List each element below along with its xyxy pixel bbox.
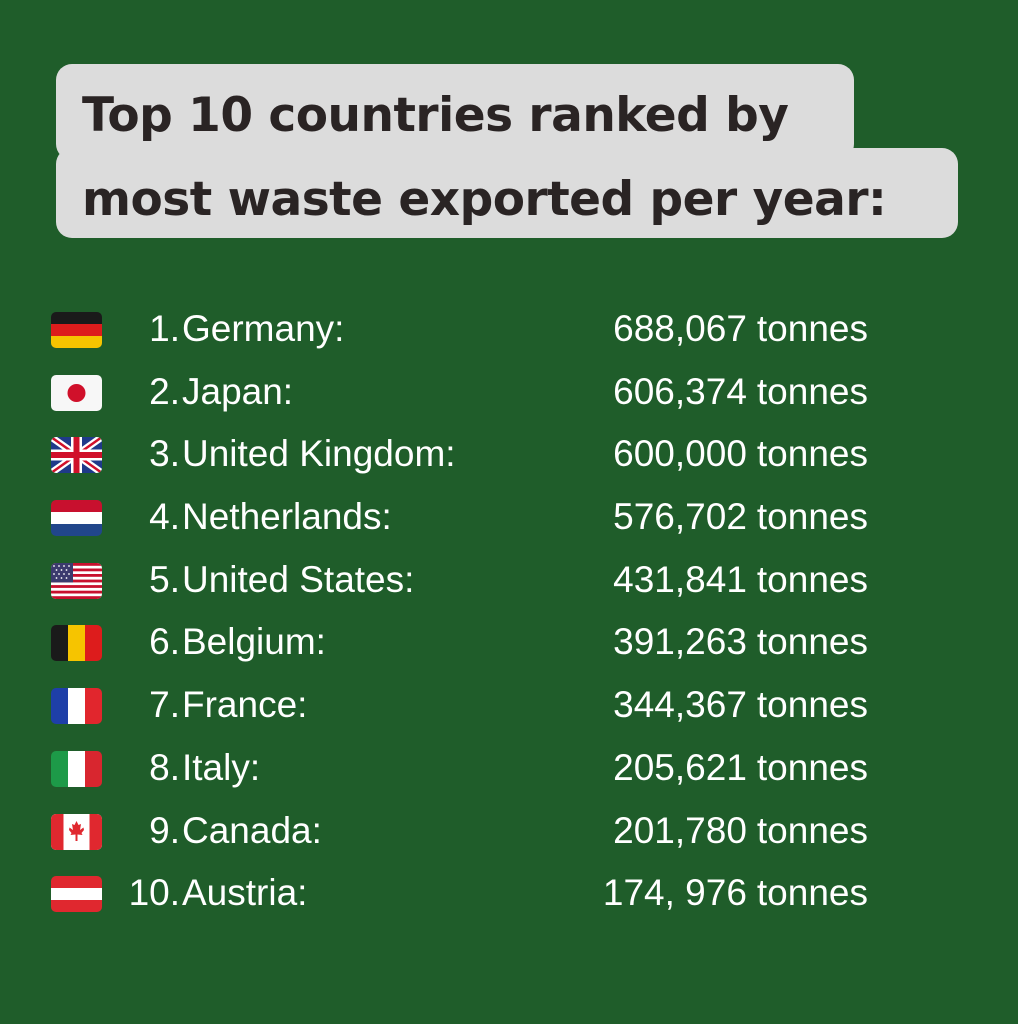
amount-value: 606,374 xyxy=(613,370,747,412)
list-item: 1. Germany: 688,067 tonnes xyxy=(0,298,1018,361)
amount-value: 201,780 xyxy=(613,809,747,851)
amount-unit: tonnes xyxy=(756,872,868,914)
country-name: Austria: xyxy=(182,872,308,914)
amount-value: 576,702 xyxy=(613,496,747,538)
waste-amount: 201,780 tonnes xyxy=(613,808,868,854)
france-flag-icon xyxy=(51,688,102,725)
list-item: 9. Canada: 201,780 tonnes xyxy=(0,800,1018,863)
list-item: 2. Japan: 606,374 tonnes xyxy=(0,361,1018,424)
amount-unit: tonnes xyxy=(756,496,868,538)
canada-flag-icon xyxy=(51,813,102,850)
list-item: 3. United Kingdom: 600,000 tonnes xyxy=(0,423,1018,486)
country-name: United Kingdom: xyxy=(182,433,456,475)
amount-value: 344,367 xyxy=(613,684,747,726)
waste-amount: 600,000 tonnes xyxy=(613,431,868,477)
waste-amount: 205,621 tonnes xyxy=(613,745,868,791)
waste-amount: 606,374 tonnes xyxy=(613,369,868,415)
waste-amount: 174, 976 tonnes xyxy=(603,870,868,916)
country-name: Italy: xyxy=(182,746,261,788)
list-item: 6. Belgium: 391,263 tonnes xyxy=(0,611,1018,674)
japan-flag-icon xyxy=(51,374,102,411)
waste-amount: 688,067 tonnes xyxy=(613,306,868,352)
netherlands-flag-icon xyxy=(51,500,102,537)
rank-number: 4. xyxy=(149,496,180,538)
list-item: 10. Austria: 174, 976 tonnes xyxy=(0,862,1018,925)
title-card: Top 10 countries ranked by most waste ex… xyxy=(56,64,958,238)
amount-unit: tonnes xyxy=(756,308,868,349)
title-line-1: Top 10 countries ranked by xyxy=(82,88,789,143)
country-name: Canada: xyxy=(182,809,322,851)
country-name: France: xyxy=(182,684,308,726)
country-name: Belgium: xyxy=(182,621,326,663)
waste-amount: 431,841 tonnes xyxy=(613,557,868,603)
waste-amount: 391,263 tonnes xyxy=(613,619,868,665)
austria-flag-icon xyxy=(51,876,102,913)
list-item: 8. Italy: 205,621 tonnes xyxy=(0,737,1018,800)
page-title: Top 10 countries ranked by most waste ex… xyxy=(82,74,887,242)
united-states-flag-icon xyxy=(51,562,102,599)
title-line-2: most waste exported per year: xyxy=(82,172,887,227)
amount-unit: tonnes xyxy=(756,621,868,663)
amount-unit: tonnes xyxy=(756,558,868,600)
rank-number: 9. xyxy=(149,809,180,851)
amount-value: 431,841 xyxy=(613,558,747,600)
country-name: Netherlands: xyxy=(182,496,392,538)
amount-unit: tonnes xyxy=(756,370,868,412)
rank-number: 3. xyxy=(149,433,180,475)
waste-amount: 344,367 tonnes xyxy=(613,682,868,728)
rank-number: 6. xyxy=(149,621,180,663)
rank-number: 2. xyxy=(149,370,180,412)
amount-value: 688,067 xyxy=(613,308,747,349)
list-item: 7. France: 344,367 tonnes xyxy=(0,674,1018,737)
italy-flag-icon xyxy=(51,750,102,787)
list-item: 4. Netherlands: 576,702 tonnes xyxy=(0,486,1018,549)
amount-value: 391,263 xyxy=(613,621,747,663)
rank-number: 7. xyxy=(149,684,180,726)
amount-value: 174, 976 xyxy=(602,872,747,914)
germany-flag-icon xyxy=(51,312,102,348)
rank-number: 5. xyxy=(149,558,180,600)
amount-value: 600,000 xyxy=(613,433,747,475)
ranking-list: 1. Germany: 688,067 tonnes 2. Japan: 606,… xyxy=(0,298,1018,925)
country-name: United States: xyxy=(182,558,415,600)
title-box-bottom xyxy=(56,148,958,238)
title-box-top xyxy=(56,64,854,160)
amount-value: 205,621 xyxy=(613,746,747,788)
amount-unit: tonnes xyxy=(756,433,868,475)
belgium-flag-icon xyxy=(51,625,102,662)
rank-number: 8. xyxy=(149,746,180,788)
amount-unit: tonnes xyxy=(756,746,868,788)
country-name: Germany: xyxy=(182,308,345,349)
amount-unit: tonnes xyxy=(756,809,868,851)
amount-unit: tonnes xyxy=(756,684,868,726)
rank-number: 1. xyxy=(149,308,180,349)
list-item: 5. United States: 431,841 tonnes xyxy=(0,549,1018,612)
united-kingdom-flag-icon xyxy=(51,437,102,474)
rank-number: 10. xyxy=(128,872,180,914)
waste-amount: 576,702 tonnes xyxy=(613,494,868,540)
country-name: Japan: xyxy=(182,370,294,412)
